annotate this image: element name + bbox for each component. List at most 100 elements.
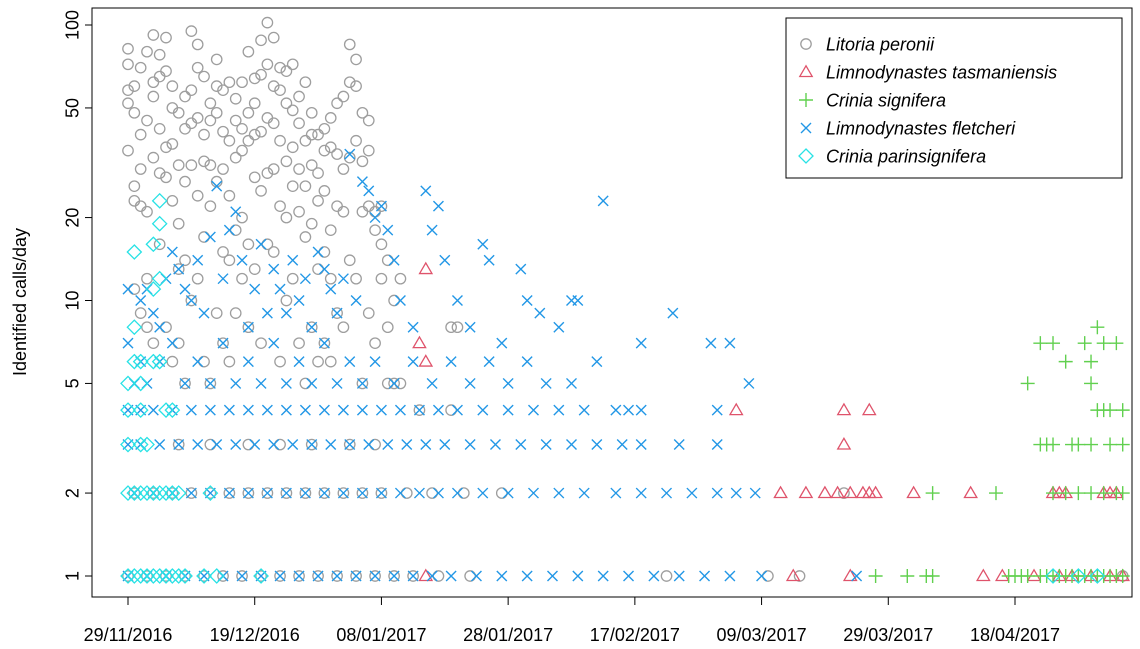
cross-data-point [356, 176, 368, 188]
cross-data-point [166, 246, 178, 258]
cross-data-point [502, 377, 514, 389]
diamond-data-point [120, 436, 136, 453]
plus-data-point [1115, 437, 1130, 452]
triangle-data-point [817, 485, 833, 499]
diamond-data-point [202, 485, 219, 501]
cross-data-point [388, 377, 400, 389]
circle-data-point [179, 122, 191, 135]
cross-data-point [255, 377, 267, 389]
diamond-data-point [132, 402, 149, 419]
cross-data-point [306, 439, 318, 451]
circle-data-point [451, 321, 464, 334]
circle-data-point [229, 151, 242, 164]
circle-data-point [217, 570, 229, 582]
diamond-data-point [170, 485, 187, 501]
circle-data-point [432, 570, 445, 582]
circle-data-point [331, 97, 343, 110]
circle-data-point [375, 200, 388, 213]
cross-data-point [578, 404, 590, 416]
cross-data-point [464, 321, 476, 333]
cross-data-point [204, 404, 216, 416]
circle-data-point [350, 53, 362, 66]
cross-data-point [337, 273, 349, 285]
plus-data-point [1096, 486, 1111, 501]
cross-data-point [451, 487, 463, 499]
cross-data-point [344, 148, 356, 160]
cross-data-point [230, 377, 242, 389]
plus-data-point [1071, 437, 1086, 452]
cross-data-point [147, 307, 159, 319]
diamond-data-point [120, 568, 136, 584]
circle-data-point [838, 487, 850, 499]
circle-data-point [210, 106, 223, 119]
circle-data-point [128, 80, 141, 92]
diamond-data-point [177, 568, 193, 584]
circle-data-point [242, 238, 255, 251]
cross-data-point [261, 487, 273, 499]
circle-data-point [274, 438, 286, 451]
circle-data-point [255, 570, 267, 582]
circle-data-point [236, 144, 248, 157]
circle-data-point [324, 355, 337, 368]
circle-data-point [286, 272, 299, 285]
circle-data-point [331, 148, 343, 160]
cross-data-point [299, 487, 311, 499]
diamond-data-point [158, 485, 174, 501]
circle-data-point [337, 487, 350, 499]
circle-data-point [248, 263, 261, 275]
triangle-data-point [418, 568, 434, 582]
circle-data-point [198, 128, 210, 141]
circle-data-point [293, 163, 305, 175]
cross-data-point [464, 377, 476, 389]
cross-data-point [553, 321, 565, 333]
circle-data-point [153, 238, 166, 251]
cross-data-point [635, 404, 647, 416]
circle-data-point [153, 48, 166, 61]
circle-data-point [147, 90, 160, 103]
cross-data-point [211, 180, 223, 192]
legend-triangle-symbol [798, 64, 814, 78]
circle-data-point [172, 217, 185, 230]
cross-data-point [204, 231, 216, 243]
cross-data-point [268, 337, 280, 349]
cross-data-point [223, 224, 235, 236]
cross-data-point [337, 404, 349, 416]
triangle-data-point [798, 485, 814, 499]
cross-data-point [299, 273, 311, 285]
circle-data-point [242, 321, 255, 334]
circle-data-point [242, 487, 255, 499]
cross-data-point [242, 487, 254, 499]
circle-data-point [242, 438, 255, 451]
cross-data-point [388, 570, 400, 582]
diamond-data-point [158, 568, 174, 584]
cross-data-point [337, 487, 349, 499]
cross-data-point [699, 570, 711, 582]
circle-data-point [305, 321, 318, 334]
plus-data-point [1020, 376, 1035, 391]
circle-data-point [128, 194, 141, 207]
triangle-data-point [1052, 485, 1067, 499]
triangle-data-point [830, 485, 845, 499]
cross-data-point [477, 487, 489, 499]
circle-data-point [242, 45, 255, 58]
cross-data-point [407, 570, 419, 582]
circle-data-point [236, 211, 248, 224]
cross-data-point [318, 337, 330, 349]
circle-data-point [122, 97, 134, 110]
circle-data-point [122, 84, 134, 97]
circle-data-point [280, 97, 293, 110]
circle-data-point [153, 122, 166, 135]
circle-data-point [255, 34, 267, 47]
diamond-data-point [145, 281, 162, 298]
circle-data-point [191, 272, 204, 285]
circle-data-point [413, 404, 426, 416]
circle-data-point [350, 134, 362, 147]
circle-data-point [172, 159, 185, 171]
circle-data-point [293, 205, 305, 218]
circle-data-point [223, 76, 236, 89]
plus-data-point [1046, 336, 1061, 351]
cross-data-point [566, 439, 577, 451]
cross-data-point [331, 307, 343, 319]
circle-data-point [128, 283, 141, 295]
cross-data-point [407, 356, 419, 368]
